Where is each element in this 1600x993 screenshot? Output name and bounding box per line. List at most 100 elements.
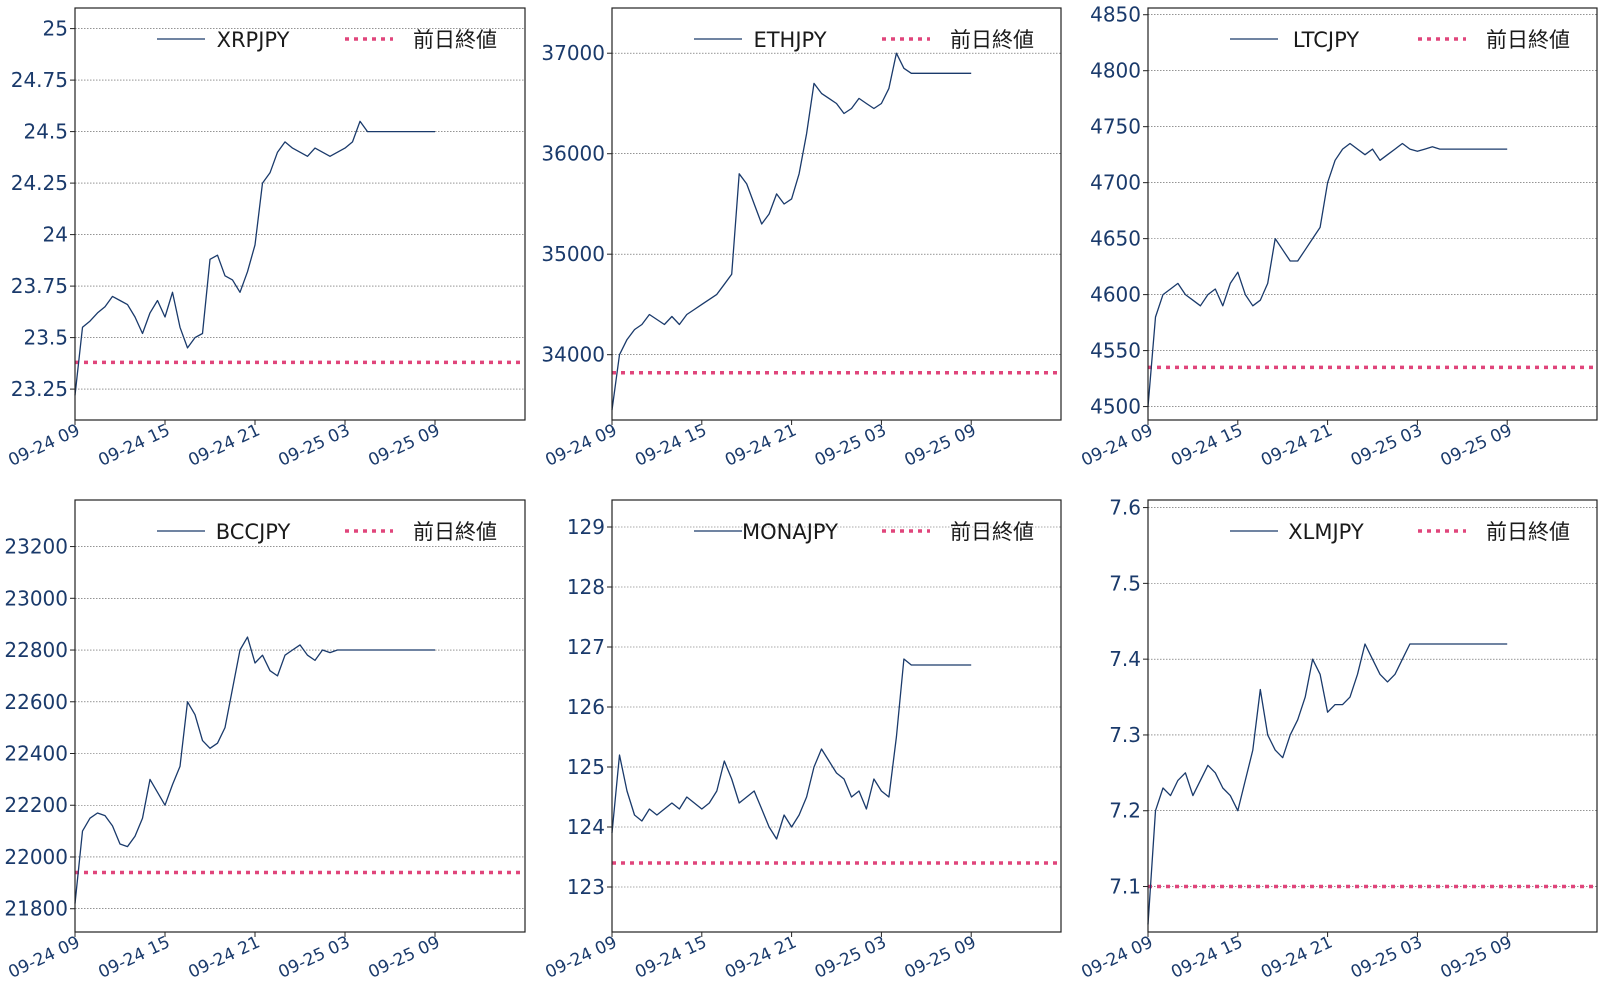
x-tick-label: 09-25 03 <box>275 932 353 982</box>
y-tick-label: 23000 <box>4 586 68 610</box>
x-tick-label: 09-24 09 <box>5 420 83 470</box>
legend-reference-label: 前日終値 <box>413 28 497 52</box>
y-tick-label: 129 <box>567 515 605 539</box>
y-tick-label: 22200 <box>4 793 68 817</box>
y-tick-label: 22600 <box>4 690 68 714</box>
y-tick-label: 7.5 <box>1109 571 1141 595</box>
legend-reference-label: 前日終値 <box>1486 28 1570 52</box>
y-tick-label: 7.1 <box>1109 875 1141 899</box>
y-tick-label: 24 <box>43 223 68 247</box>
x-tick-label: 09-25 09 <box>902 932 980 982</box>
x-tick-label: 09-24 09 <box>542 932 620 982</box>
legend-series-label: ETHJPY <box>753 28 826 52</box>
y-tick-label: 7.6 <box>1109 496 1141 520</box>
y-tick-label: 25 <box>43 17 68 41</box>
x-tick-label: 09-24 21 <box>722 932 800 982</box>
x-tick-label: 09-25 09 <box>365 932 443 982</box>
plot-frame <box>611 499 1062 933</box>
legend-series-label: XRPJPY <box>217 28 290 52</box>
x-tick-label: 09-24 09 <box>1078 420 1156 470</box>
y-tick-label: 126 <box>567 695 605 719</box>
legend-series-label: LTCJPY <box>1293 28 1359 52</box>
y-tick-label: 37000 <box>541 41 605 65</box>
x-tick-label: 09-25 03 <box>812 932 890 982</box>
x-tick-label: 09-24 09 <box>542 420 620 470</box>
x-tick-label: 09-24 21 <box>722 420 800 470</box>
y-tick-label: 123 <box>567 875 605 899</box>
chart-panel-xlmjpy: 7.1 7.2 7.3 7.4 7.5 7.6 09-24 09 09-24 15 09-24 … <box>1078 496 1598 983</box>
x-tick-label: 09-25 03 <box>1348 932 1426 982</box>
x-tick-label: 09-24 21 <box>1258 420 1336 470</box>
y-tick-label: 22800 <box>4 638 68 662</box>
y-tick-label: 23.25 <box>11 377 68 401</box>
x-tick-label: 09-24 15 <box>95 932 173 982</box>
x-tick-label: 09-25 09 <box>902 420 980 470</box>
y-tick-label: 7.2 <box>1109 799 1141 823</box>
y-tick-label: 22000 <box>4 845 68 869</box>
x-tick-label: 09-25 09 <box>1438 420 1516 470</box>
y-tick-label: 125 <box>567 755 605 779</box>
plot-frame <box>74 7 526 421</box>
legend-reference-label: 前日終値 <box>1486 520 1570 544</box>
y-tick-label: 24.75 <box>11 68 68 92</box>
y-tick-label: 24.5 <box>23 120 68 144</box>
y-tick-label: 21800 <box>4 897 68 921</box>
chart-panel-xrpjpy: 23.25 23.5 23.75 24 24.25 24.5 24.75 25 09-24 09… <box>5 7 526 471</box>
x-tick-label: 09-25 03 <box>1348 420 1426 470</box>
chart-panel-bccjpy: 21800 22000 22200 22400 22600 22800 23000 23200… <box>4 499 526 983</box>
x-tick-label: 09-24 09 <box>5 932 83 982</box>
x-tick-label: 09-25 03 <box>812 420 890 470</box>
y-tick-label: 34000 <box>541 343 605 367</box>
legend-series-label: MONAJPY <box>742 520 838 544</box>
price-series-line <box>74 120 435 396</box>
price-series-line <box>1147 643 1508 925</box>
legend-series-label: BCCJPY <box>216 520 291 544</box>
price-series-line <box>611 658 972 840</box>
plot-frame <box>1147 499 1598 933</box>
y-tick-label: 127 <box>567 635 605 659</box>
plot-frame <box>1147 7 1598 421</box>
y-tick-label: 22400 <box>4 742 68 766</box>
x-tick-label: 09-24 21 <box>185 932 263 982</box>
y-tick-label: 4700 <box>1090 171 1141 195</box>
legend-reference-label: 前日終値 <box>950 520 1034 544</box>
y-tick-label: 4800 <box>1090 59 1141 83</box>
x-tick-label: 09-24 15 <box>1168 932 1246 982</box>
x-tick-label: 09-24 15 <box>632 420 710 470</box>
y-tick-label: 4750 <box>1090 115 1141 139</box>
y-tick-label: 24.25 <box>11 171 68 195</box>
price-series-line <box>1147 142 1508 407</box>
x-tick-label: 09-25 09 <box>365 420 443 470</box>
x-tick-label: 09-24 15 <box>95 420 173 470</box>
y-tick-label: 4650 <box>1090 227 1141 251</box>
x-tick-label: 09-25 03 <box>275 420 353 470</box>
y-tick-label: 7.4 <box>1109 647 1141 671</box>
y-tick-label: 4550 <box>1090 339 1141 363</box>
plot-frame <box>74 499 526 933</box>
y-tick-label: 124 <box>567 815 605 839</box>
y-tick-label: 4850 <box>1090 3 1141 27</box>
y-tick-label: 4600 <box>1090 283 1141 307</box>
price-series-line <box>611 52 972 411</box>
legend-series-label: XLMJPY <box>1288 520 1364 544</box>
x-tick-label: 09-25 09 <box>1438 932 1516 982</box>
y-tick-label: 4500 <box>1090 395 1141 419</box>
x-tick-label: 09-24 09 <box>1078 932 1156 982</box>
plot-frame <box>611 7 1062 421</box>
x-tick-label: 09-24 21 <box>1258 932 1336 982</box>
price-series-line <box>74 636 435 904</box>
chart-panel-ltcjpy: 4500 4550 4600 4650 4700 4750 4800 4850 09-24 09… <box>1078 3 1598 471</box>
y-tick-label: 7.3 <box>1109 723 1141 747</box>
y-tick-label: 23.5 <box>23 326 68 350</box>
y-tick-label: 35000 <box>541 242 605 266</box>
legend-reference-label: 前日終値 <box>413 520 497 544</box>
y-tick-label: 23.75 <box>11 274 68 298</box>
y-tick-label: 128 <box>567 575 605 599</box>
x-tick-label: 09-24 15 <box>1168 420 1246 470</box>
y-tick-label: 36000 <box>541 142 605 166</box>
x-tick-label: 09-24 15 <box>632 932 710 982</box>
y-tick-label: 23200 <box>4 535 68 559</box>
